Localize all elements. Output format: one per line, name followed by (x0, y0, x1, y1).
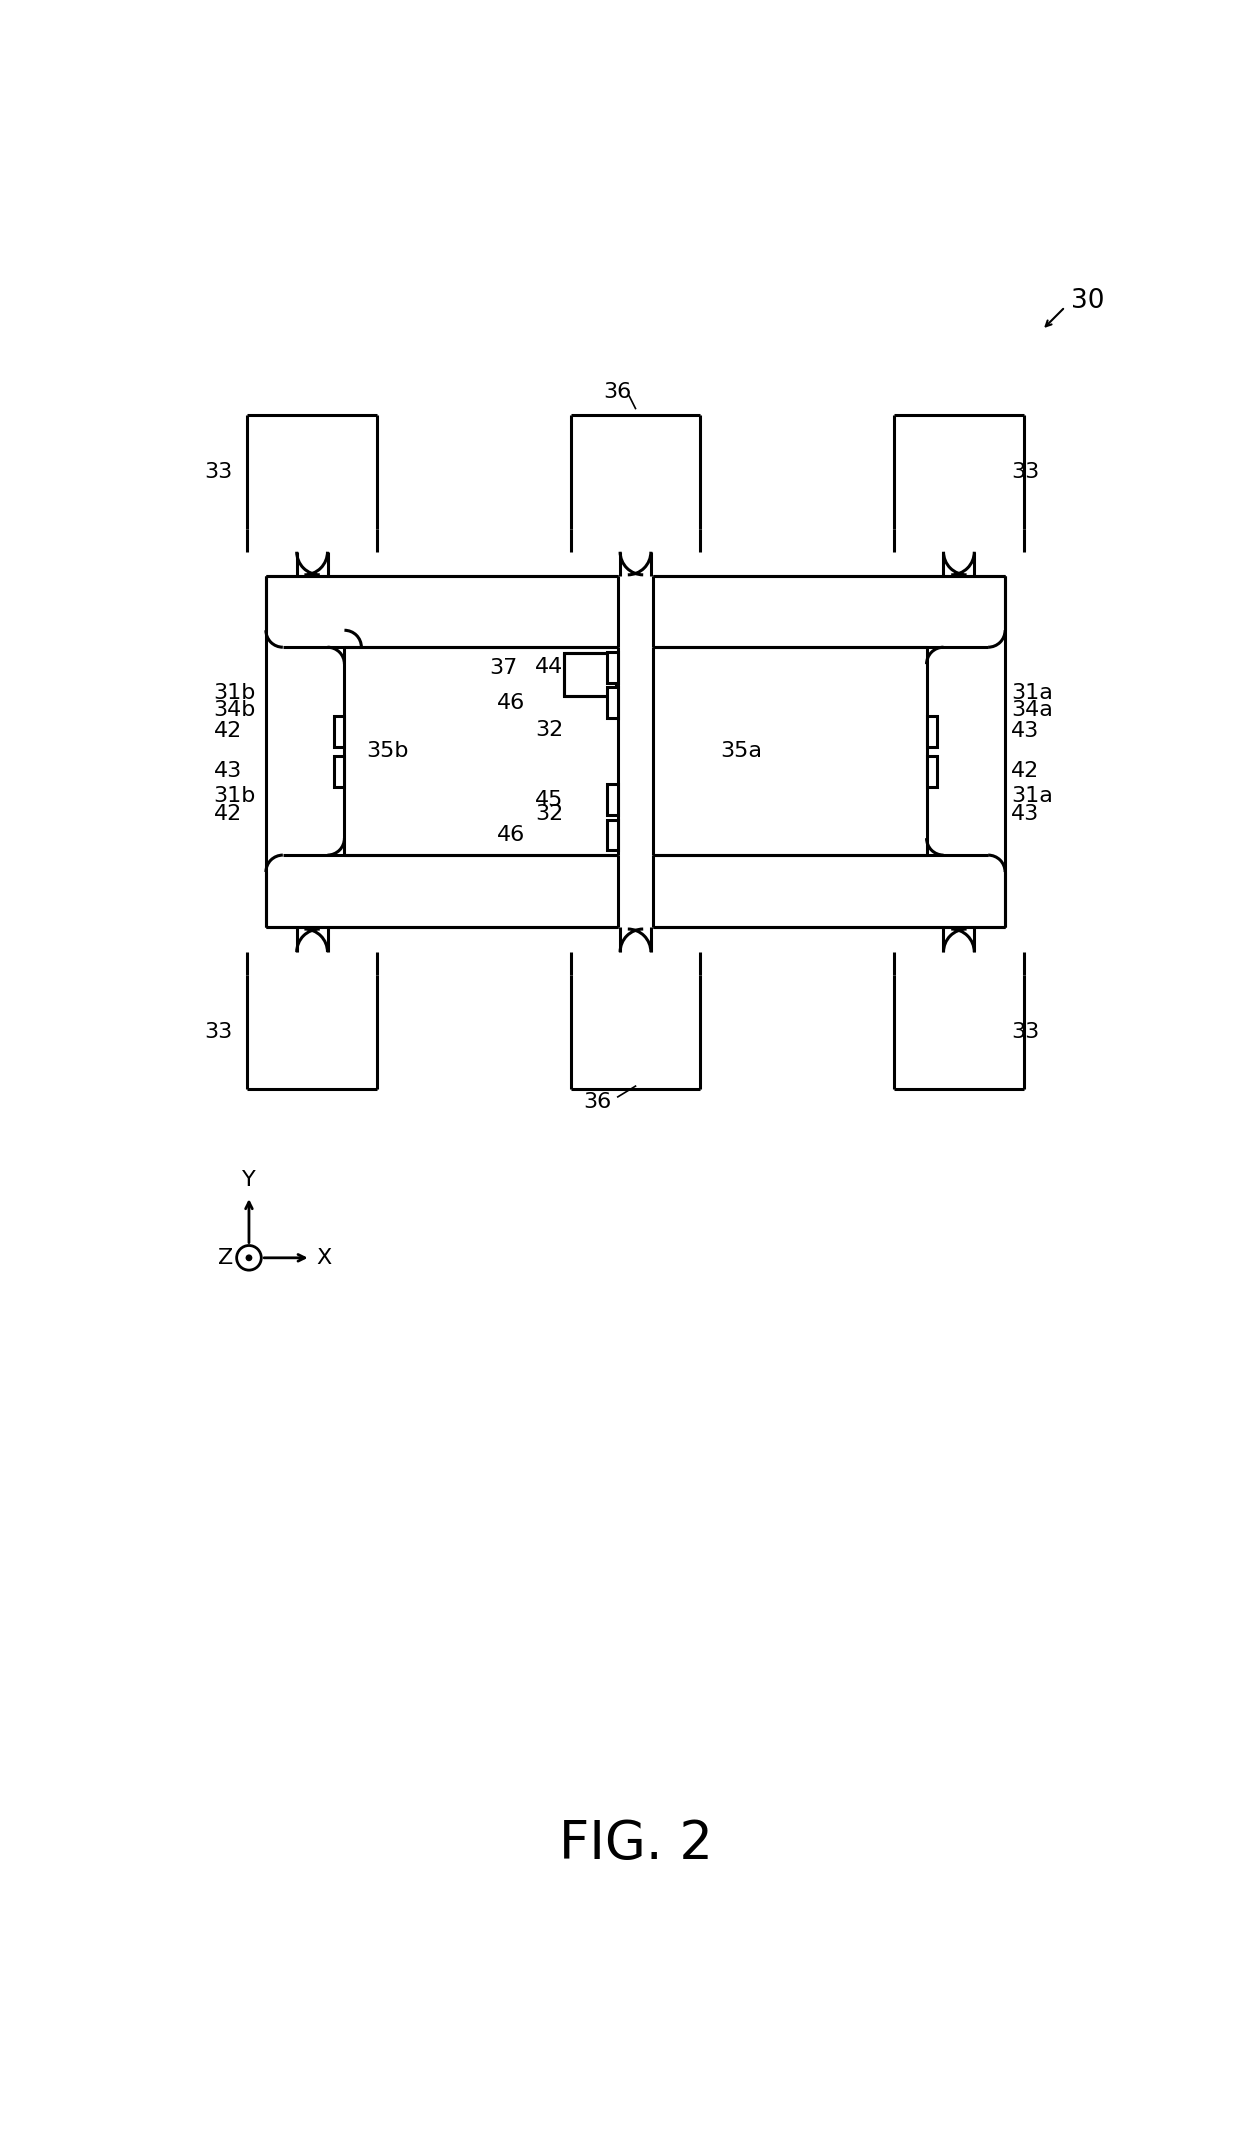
Text: Z: Z (218, 1249, 233, 1268)
Bar (926, 756, 937, 786)
Text: 33: 33 (205, 461, 233, 482)
Text: 36: 36 (583, 1092, 611, 1111)
Bar (564, 652, 616, 695)
Text: 42: 42 (213, 721, 242, 741)
Text: 33: 33 (1012, 461, 1039, 482)
Text: 34b: 34b (213, 700, 255, 719)
Text: Y: Y (242, 1169, 255, 1191)
Text: 43: 43 (1012, 721, 1039, 741)
Text: 44: 44 (536, 657, 564, 678)
Text: 31a: 31a (1012, 786, 1053, 805)
Bar (608, 687, 618, 719)
Text: 35b: 35b (366, 741, 408, 762)
Bar (608, 820, 618, 850)
Text: 46: 46 (497, 825, 526, 846)
Circle shape (247, 1255, 252, 1260)
Bar (608, 784, 618, 816)
Text: 33: 33 (1012, 1023, 1039, 1042)
Bar (926, 715, 937, 747)
Text: 32: 32 (536, 803, 564, 825)
Bar (334, 756, 345, 786)
Text: 42: 42 (1012, 762, 1039, 782)
Text: 33: 33 (205, 1023, 233, 1042)
Text: 46: 46 (497, 693, 526, 713)
Text: 34a: 34a (1012, 700, 1053, 719)
Text: FIG. 2: FIG. 2 (558, 1817, 713, 1871)
Text: 43: 43 (1012, 803, 1039, 825)
Text: 35a: 35a (720, 741, 763, 762)
Text: 32: 32 (536, 719, 564, 741)
Text: 42: 42 (213, 803, 242, 825)
Text: 45: 45 (536, 790, 564, 810)
Text: 31b: 31b (213, 683, 255, 702)
Text: 31b: 31b (213, 786, 255, 805)
Bar (334, 715, 345, 747)
Text: 31a: 31a (1012, 683, 1053, 702)
Text: 36: 36 (604, 381, 632, 403)
Text: 30: 30 (1070, 289, 1104, 314)
Text: X: X (316, 1249, 332, 1268)
Bar (608, 652, 618, 683)
Text: 37: 37 (490, 659, 517, 678)
Text: 43: 43 (213, 762, 242, 782)
